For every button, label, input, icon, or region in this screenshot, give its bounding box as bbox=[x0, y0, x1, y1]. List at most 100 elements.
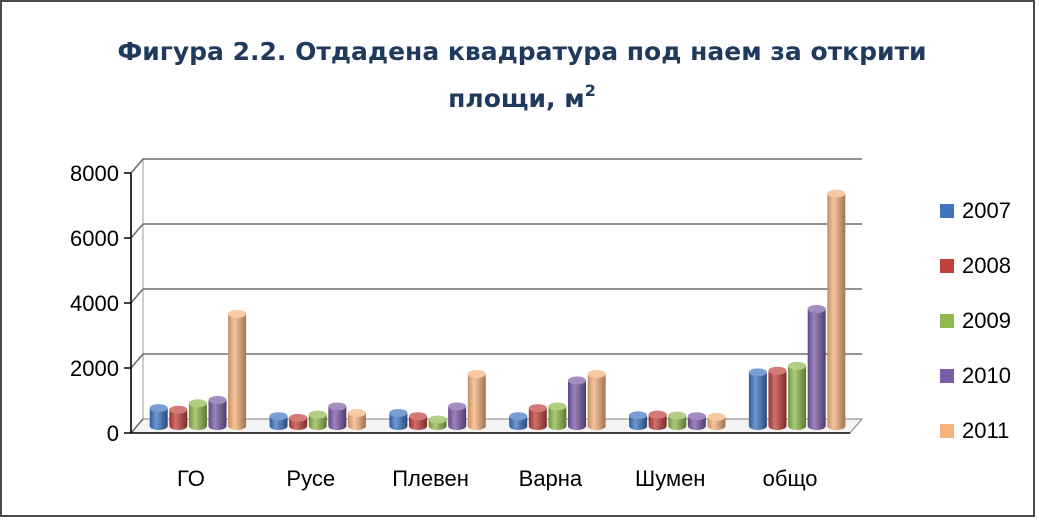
bar-2007-Варна bbox=[509, 412, 528, 430]
bar-body bbox=[648, 414, 667, 430]
gridline-depth bbox=[130, 418, 144, 434]
bar-top bbox=[308, 410, 327, 419]
bar-2011-Шумен bbox=[707, 412, 726, 430]
bar-body bbox=[568, 380, 587, 430]
bar-2007-общо bbox=[748, 368, 767, 430]
y-tick-label: 2000 bbox=[70, 356, 119, 381]
bar-top bbox=[467, 370, 486, 378]
bar-body bbox=[528, 408, 547, 430]
bar-body bbox=[347, 413, 366, 430]
bar-top bbox=[408, 412, 427, 421]
bar-body bbox=[788, 365, 807, 430]
bar-top bbox=[188, 399, 207, 408]
bar-body bbox=[827, 193, 846, 430]
plot-area: 0 2000 4000 6000 8000 ГО Русе Плевен Варна Шумен о… bbox=[70, 157, 864, 491]
chart-title-line1: Фигура 2.2. Отдадена квадратура под наем… bbox=[117, 37, 926, 66]
bar-top bbox=[448, 402, 467, 411]
bar-2009-Шумен bbox=[668, 411, 687, 430]
legend-label: 2011 bbox=[962, 418, 1009, 443]
bar-2008-Русе bbox=[289, 413, 308, 430]
legend-label: 2007 bbox=[962, 198, 1011, 223]
bar-top bbox=[748, 368, 767, 377]
x-tick-label: Варна bbox=[519, 466, 583, 491]
bar-2009-ГО bbox=[188, 399, 207, 430]
bar-body bbox=[748, 372, 767, 430]
chart-title-text: площи, м bbox=[448, 84, 585, 113]
bar-2010-Русе bbox=[328, 402, 347, 430]
bar-2009-общо bbox=[788, 361, 807, 430]
bar-top bbox=[568, 376, 587, 385]
bar-body bbox=[228, 313, 247, 430]
legend-swatch bbox=[940, 259, 954, 273]
bar-top bbox=[428, 415, 447, 424]
bar-2010-Шумен bbox=[687, 412, 706, 430]
x-tick-label: Русе bbox=[286, 466, 335, 491]
gridline-depth bbox=[130, 288, 144, 304]
bar-body bbox=[768, 370, 787, 430]
bar-2009-Варна bbox=[548, 402, 567, 430]
bar-2010-ГО bbox=[208, 396, 227, 430]
bar-top bbox=[707, 412, 726, 421]
bar-body bbox=[308, 414, 327, 430]
bar-2008-общо bbox=[768, 366, 787, 430]
bar-body bbox=[467, 374, 486, 430]
bar-top bbox=[548, 402, 567, 411]
bar-body bbox=[328, 406, 347, 430]
bar-2011-Варна bbox=[587, 370, 606, 430]
y-tick-label: 8000 bbox=[70, 161, 119, 186]
bar-2009-Плевен bbox=[428, 415, 447, 430]
bar-top bbox=[269, 412, 288, 421]
legend-label: 2008 bbox=[962, 253, 1011, 278]
bar-top bbox=[509, 412, 528, 421]
bar-2011-ГО bbox=[228, 309, 247, 430]
bar-2007-Русе bbox=[269, 412, 288, 430]
bar-2008-Шумен bbox=[648, 410, 667, 430]
bar-body bbox=[169, 409, 188, 430]
bar-top bbox=[768, 366, 787, 375]
y-tick-label: 0 bbox=[107, 421, 119, 446]
bar-top bbox=[389, 409, 408, 417]
bar-2008-ГО bbox=[169, 405, 188, 430]
bar-top bbox=[208, 396, 227, 404]
bar-top bbox=[807, 305, 826, 313]
bar-body bbox=[629, 415, 648, 430]
bar-2010-Варна bbox=[568, 376, 587, 430]
bar-top bbox=[687, 412, 706, 421]
bar-body bbox=[389, 413, 408, 430]
bar-top bbox=[169, 405, 188, 414]
x-tick-label: Шумен bbox=[635, 466, 705, 491]
chart-title-line2: площи, м2 bbox=[448, 81, 596, 113]
bar-2011-Русе bbox=[347, 409, 366, 430]
legend-label: 2009 bbox=[962, 308, 1011, 333]
legend: 2007 2008 2009 2010 2011 bbox=[940, 198, 1011, 443]
bar-top bbox=[827, 189, 846, 198]
bar-2008-Плевен bbox=[408, 412, 427, 430]
bar-top bbox=[587, 370, 606, 378]
x-tick-label: общо bbox=[763, 466, 818, 491]
y-tick-label: 4000 bbox=[70, 291, 119, 316]
bar-2009-Русе bbox=[308, 410, 327, 430]
gridline-depth bbox=[130, 158, 144, 174]
bar-top bbox=[668, 411, 687, 420]
bar-body bbox=[548, 406, 567, 430]
bar-top bbox=[648, 410, 667, 419]
gridline-depth bbox=[130, 223, 144, 239]
x-tick-label: ГО bbox=[177, 466, 205, 491]
bar-2007-Шумен bbox=[629, 411, 648, 430]
bar-top bbox=[328, 402, 347, 411]
bar-top bbox=[528, 404, 547, 413]
gridline-depth bbox=[130, 353, 144, 369]
bar-body bbox=[188, 403, 207, 430]
legend-swatch bbox=[940, 424, 954, 438]
bar-top bbox=[149, 404, 168, 413]
bar-body bbox=[448, 406, 467, 430]
bar-2010-общо bbox=[807, 305, 826, 430]
bar-2008-Варна bbox=[528, 404, 547, 430]
bar-2011-общо bbox=[827, 189, 846, 430]
bar-body bbox=[149, 408, 168, 430]
bar-top bbox=[788, 361, 807, 370]
bar-top bbox=[347, 409, 366, 417]
legend-label: 2010 bbox=[962, 363, 1011, 388]
